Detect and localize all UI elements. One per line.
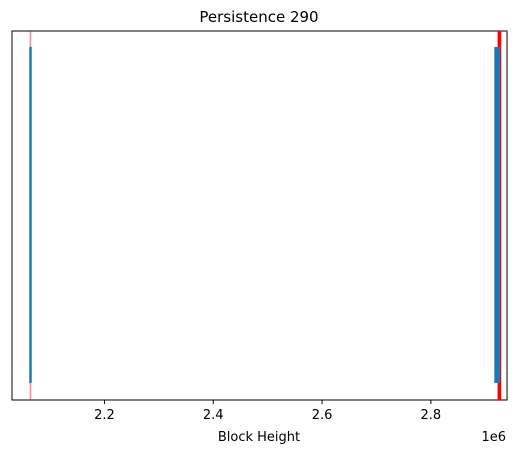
- x-tick-label-2.6: 2.6: [312, 408, 333, 423]
- x-axis-label: Block Height: [218, 430, 300, 445]
- plot-area: 2.2 2.4 2.6 2.8: [11, 30, 508, 423]
- x-tick-label-2.2: 2.2: [94, 408, 115, 423]
- x-tick-label-2.8: 2.8: [421, 408, 442, 423]
- x-tick-label-2.4: 2.4: [203, 408, 224, 423]
- x-axis-offset-label: 1e6: [481, 430, 506, 445]
- plot-frame: [11, 30, 508, 401]
- chart-title: Persistence 290: [199, 8, 318, 26]
